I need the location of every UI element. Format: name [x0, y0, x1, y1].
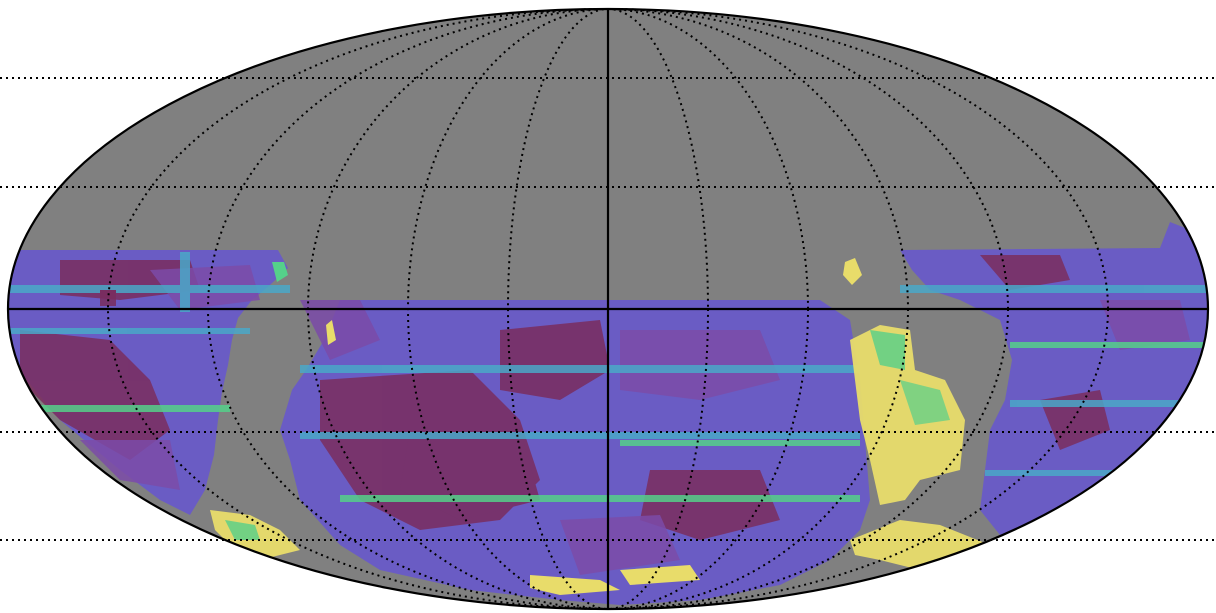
map-outline — [6, 7, 1210, 611]
graticule-axes — [8, 9, 1208, 609]
yellow-patches — [210, 258, 990, 595]
scan-stripes — [8, 252, 1208, 502]
